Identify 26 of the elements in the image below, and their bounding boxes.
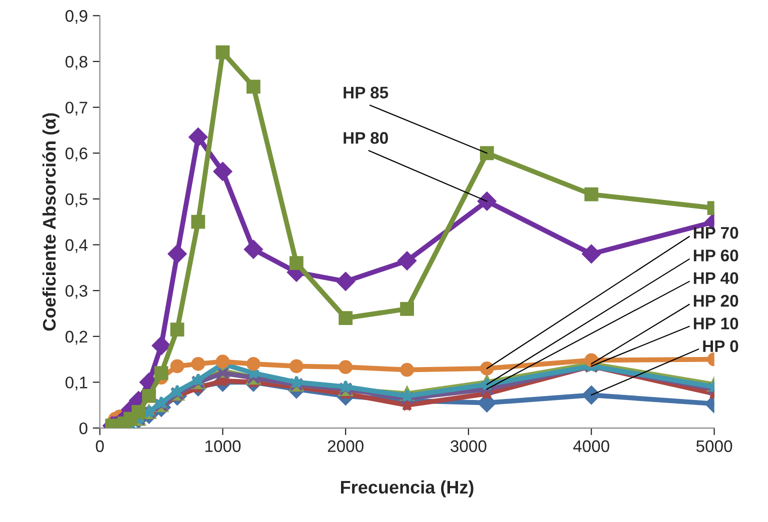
y-tick-label: 0,4: [66, 239, 88, 253]
text: HP 80: [344, 132, 388, 144]
text: HP 0: [703, 340, 738, 352]
y-tick-label: 0,5: [66, 193, 88, 208]
x-tick-label: 5000: [696, 440, 732, 452]
y-tick-label: 0: [79, 422, 88, 434]
y-tick-label: 0,6: [66, 148, 88, 162]
y-tick-label: 0,2: [66, 330, 88, 345]
x-tick-label: 3000: [450, 440, 486, 452]
text: HP 20: [694, 294, 738, 307]
x-tick-label: 1000: [205, 440, 241, 452]
text: HP 10: [694, 318, 738, 330]
x-tick-label: 4000: [573, 440, 610, 452]
y-tick-label: 0,1: [66, 376, 88, 390]
text: HP 60: [694, 250, 738, 262]
x-axis-title: Frecuencia (Hz): [341, 480, 474, 498]
y-tick-label: 0,9: [66, 10, 88, 24]
x-tick-label: 2000: [328, 440, 364, 452]
y-tick-label: 0,3: [66, 284, 88, 299]
x-tick-label: 0: [96, 440, 104, 452]
y-axis-title: Coeficiente Absorción (α): [42, 113, 60, 331]
text: HP 40: [694, 272, 738, 284]
y-tick-label: 0,8: [66, 56, 88, 70]
text: HP 70: [694, 226, 738, 239]
y-tick-label: 0,7: [66, 102, 88, 116]
text: HP 85: [344, 86, 388, 98]
